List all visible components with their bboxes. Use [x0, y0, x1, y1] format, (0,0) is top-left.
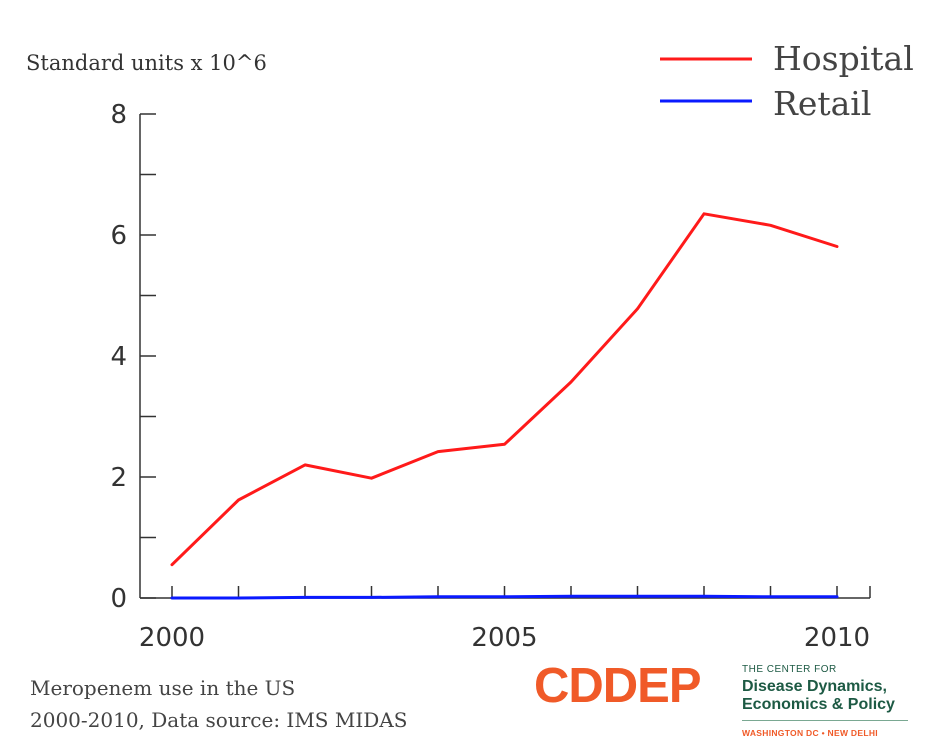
x-tick-labels: 2000 2005 2010 — [139, 623, 870, 653]
y-tick-label: 4 — [110, 342, 127, 372]
caption-line-1: Meropenem use in the US — [30, 676, 296, 700]
y-ticks — [140, 113, 156, 599]
legend-label-retail: Retail — [773, 84, 871, 123]
logo-line-1: Disease Dynamics, — [742, 678, 887, 695]
caption: Meropenem use in the US 2000-2010, Data … — [30, 672, 407, 736]
legend: Hospital Retail — [660, 39, 914, 123]
series-lines — [170, 212, 839, 600]
y-tick-labels: 0 2 4 6 8 — [110, 100, 127, 614]
series-line-hospital — [170, 212, 839, 567]
logo-divider — [742, 720, 908, 721]
y-tick-label: 0 — [110, 584, 127, 614]
unit-label: Standard units x 10^6 — [26, 51, 267, 75]
x-tick-label: 2010 — [804, 623, 870, 653]
x-tick-label: 2000 — [139, 623, 205, 653]
logo-line-2: Economics & Policy — [742, 696, 895, 713]
logo-cities: WASHINGTON DC • NEW DELHI — [742, 728, 878, 738]
y-tick-label: 6 — [110, 221, 127, 251]
legend-label-hospital: Hospital — [773, 39, 914, 78]
x-tick-label: 2005 — [471, 623, 537, 653]
y-tick-label: 8 — [110, 100, 127, 130]
y-tick-label: 2 — [110, 463, 127, 493]
caption-line-2: 2000-2010, Data source: IMS MIDAS — [30, 708, 408, 732]
logo-small-text: THE CENTER FOR — [742, 664, 837, 675]
series-line-retail — [170, 594, 839, 600]
logo-acronym: CDDEP — [534, 659, 702, 713]
cddep-logo: CDDEP THE CENTER FOR Disease Dynamics, E… — [534, 660, 914, 744]
